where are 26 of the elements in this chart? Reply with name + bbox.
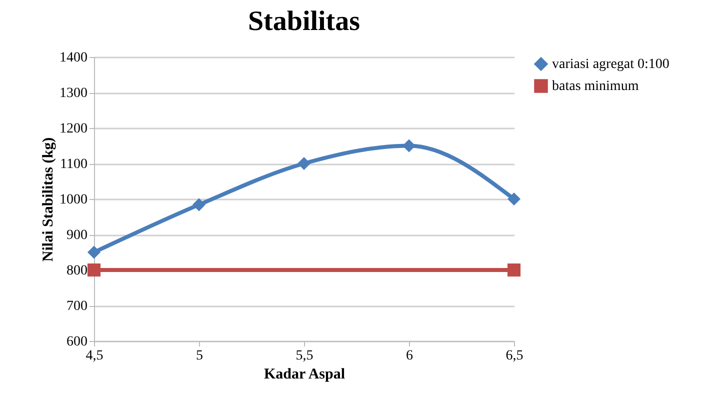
- point: [192, 198, 206, 212]
- point: [87, 246, 101, 259]
- x-tick-label: 6,5: [506, 348, 524, 364]
- point: [507, 263, 521, 277]
- x-tick-label: 5,5: [296, 348, 314, 364]
- x-tick-label: 5: [196, 348, 203, 364]
- x-axis-title: Kadar Aspal: [264, 366, 345, 382]
- y-tick-label: 1200: [60, 122, 88, 136]
- x-tick-label: 4,5: [86, 348, 104, 364]
- y-tick-label: 600: [66, 334, 88, 350]
- legend-label: variasi agregat 0:100: [552, 57, 670, 72]
- point: [87, 263, 101, 277]
- point: [402, 139, 416, 152]
- chart-title: Stabilitas: [248, 6, 360, 37]
- y-tick-label: 1000: [60, 192, 88, 208]
- legend-label: batas minimum: [552, 79, 639, 94]
- y-axis-title: Nilai Stabilitas (kg): [40, 137, 56, 262]
- y-tick-label: 1300: [60, 86, 88, 101]
- y-tick-label: 1400: [60, 50, 88, 66]
- y-tick-label: 1100: [60, 157, 88, 172]
- y-tick-label: 900: [66, 228, 88, 243]
- y-tick-label: 700: [66, 299, 88, 314]
- x-tick-label: 6: [406, 348, 413, 364]
- y-tick-label: 800: [66, 264, 88, 278]
- point: [297, 156, 311, 170]
- point: [507, 192, 521, 206]
